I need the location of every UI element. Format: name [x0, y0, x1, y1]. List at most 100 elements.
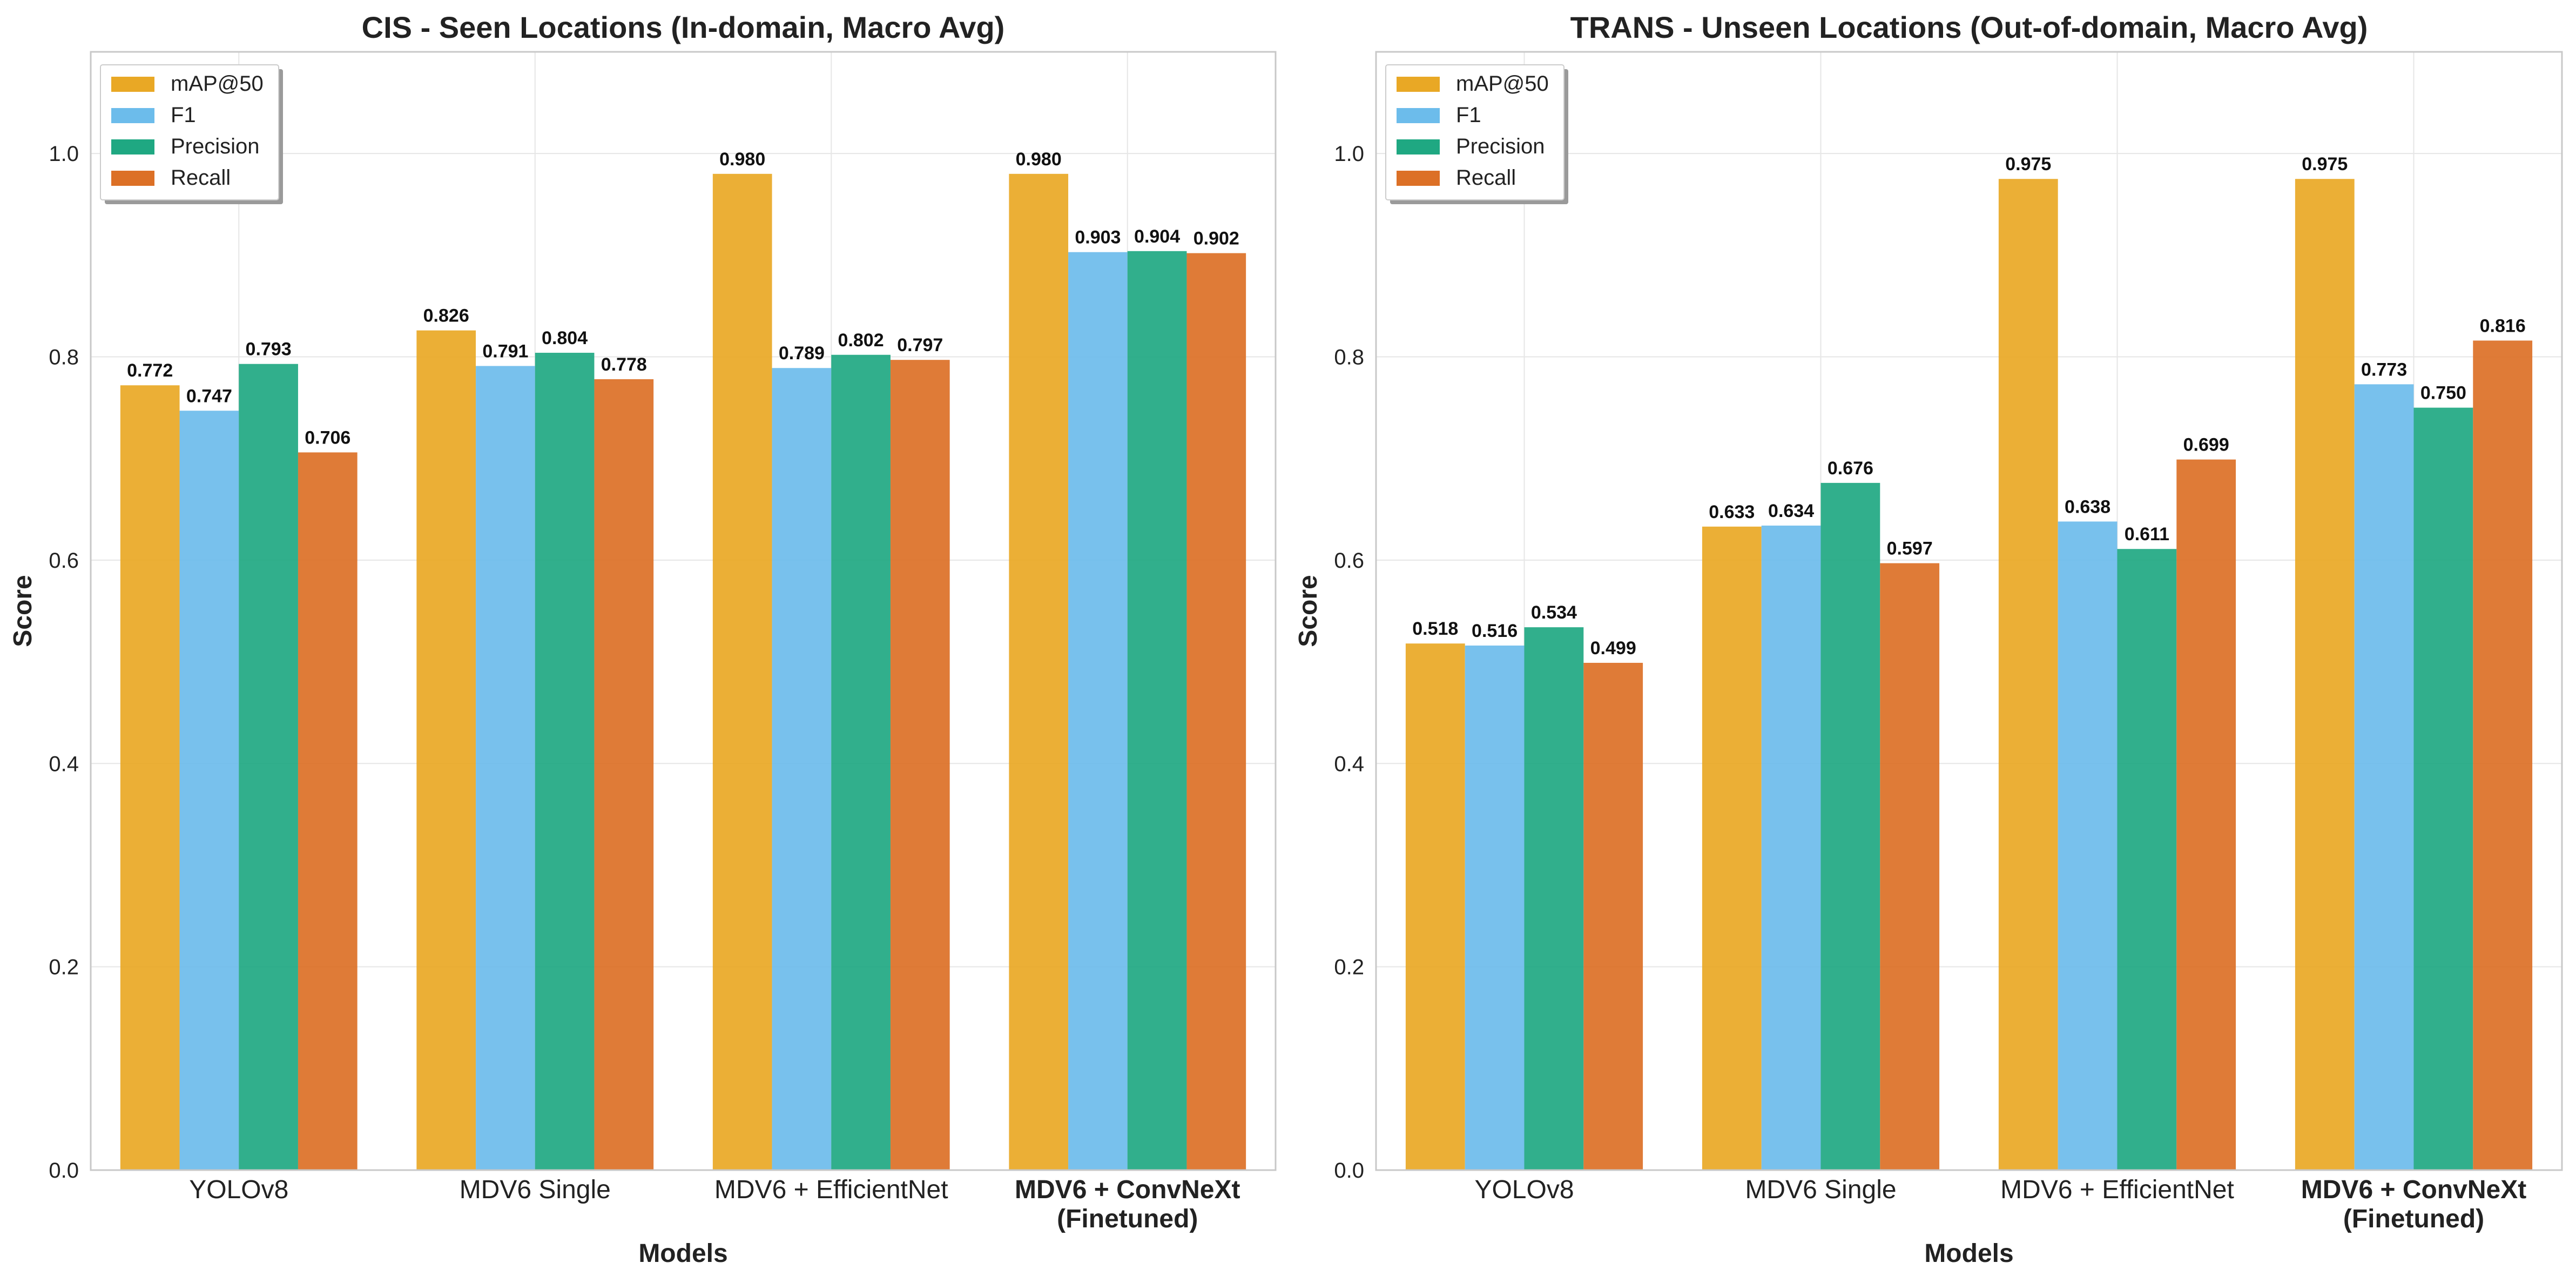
y-tick-label: 0.2 [1334, 956, 1364, 979]
data-label: 0.634 [1768, 501, 1814, 521]
legend-entry: Recall [171, 166, 231, 190]
legend-box [100, 64, 279, 200]
legend-entry: F1 [171, 103, 196, 127]
bar-map-50-1 [416, 330, 476, 1170]
bar-map-50-3 [2295, 179, 2355, 1170]
legend-swatch [111, 108, 154, 123]
bar-recall-0 [1583, 662, 1643, 1170]
data-label: 0.975 [2005, 154, 2051, 174]
y-axis-label: Score [1294, 575, 1323, 647]
y-tick-label: 0.2 [49, 956, 79, 979]
legend-entry: Recall [1456, 166, 1516, 190]
bar-f1-2 [772, 368, 832, 1170]
plot-frame [90, 51, 1277, 1171]
data-label: 0.499 [1590, 638, 1636, 659]
legend-box [1385, 64, 1565, 200]
legend-entry: F1 [1456, 103, 1481, 127]
data-label: 0.750 [2420, 383, 2466, 404]
y-tick-label: 0.8 [49, 346, 79, 370]
bar-precision-2 [831, 354, 891, 1171]
x-axis-label: Models [1924, 1239, 2013, 1268]
data-label: 0.797 [897, 335, 943, 355]
legend-swatch [1397, 171, 1440, 186]
bar-map-50-2 [1998, 179, 2058, 1170]
bar-recall-3 [2473, 340, 2533, 1171]
bar-recall-2 [890, 360, 950, 1170]
data-label: 0.793 [246, 339, 292, 360]
data-label: 0.772 [127, 360, 173, 381]
plot-frame [1375, 51, 2563, 1171]
data-label: 0.676 [1828, 458, 1873, 479]
legend-entry: Precision [1456, 135, 1545, 158]
legend-swatch [1397, 108, 1440, 123]
data-label: 0.802 [838, 330, 884, 351]
y-tick-label: 0.8 [1334, 346, 1364, 370]
x-tick-label: YOLOv8 [1474, 1175, 1574, 1204]
data-label: 0.699 [2183, 435, 2229, 455]
chart-title: CIS - Seen Locations (In-domain, Macro A… [362, 10, 1005, 44]
data-label: 0.789 [779, 343, 825, 364]
y-tick-label: 1.0 [49, 142, 79, 166]
data-label: 0.904 [1134, 226, 1180, 247]
bar-map-50-0 [1405, 643, 1465, 1170]
data-label: 0.633 [1709, 502, 1755, 522]
data-label: 0.516 [1472, 621, 1518, 641]
y-tick-label: 1.0 [1334, 142, 1364, 166]
bar-recall-1 [594, 379, 654, 1170]
bar-recall-2 [2176, 459, 2236, 1170]
bar-recall-0 [298, 452, 358, 1171]
data-label: 0.980 [719, 149, 765, 170]
bar-f1-3 [1068, 252, 1128, 1171]
legend-entry: mAP@50 [1456, 72, 1549, 96]
data-label: 0.816 [2480, 315, 2526, 336]
bar-map-50-2 [712, 173, 772, 1171]
data-label: 0.826 [423, 306, 469, 326]
data-label: 0.975 [2302, 154, 2348, 174]
data-label: 0.638 [2065, 496, 2110, 517]
bar-precision-1 [1820, 482, 1880, 1171]
legend-swatch [1397, 77, 1440, 92]
x-tick-label: MDV6 Single [1745, 1175, 1896, 1204]
legend-swatch [111, 77, 154, 92]
bar-recall-3 [1186, 253, 1246, 1171]
bar-f1-1 [1761, 525, 1821, 1170]
bar-precision-3 [1127, 251, 1187, 1170]
data-label: 0.902 [1193, 229, 1239, 249]
bar-f1-1 [476, 366, 535, 1170]
x-tick-label: MDV6 + EfficientNet [2000, 1175, 2234, 1204]
bar-map-50-0 [120, 385, 180, 1171]
x-tick-label: (Finetuned) [1057, 1205, 1198, 1233]
y-axis-label: Score [9, 575, 37, 647]
y-tick-label: 0.0 [1334, 1159, 1364, 1183]
data-label: 0.534 [1531, 602, 1577, 623]
bar-precision-0 [1524, 627, 1584, 1170]
bar-precision-3 [2413, 407, 2473, 1170]
chart-title: TRANS - Unseen Locations (Out-of-domain,… [1570, 10, 2368, 44]
x-tick-label: (Finetuned) [2343, 1205, 2484, 1233]
bar-map-50-3 [1009, 173, 1069, 1171]
bar-f1-0 [179, 411, 239, 1171]
data-label: 0.747 [186, 386, 232, 406]
legend: mAP@50 F1 Precision Recall [1385, 64, 1568, 204]
legend-entry: Precision [171, 135, 260, 158]
chart-trans-unseen-locations: 0.518 0.633 0.975 0.975 0.516 0.634 0.638 0.773… [1294, 10, 2563, 1268]
bar-precision-2 [2117, 549, 2177, 1170]
x-tick-label: MDV6 Single [460, 1175, 611, 1204]
legend-swatch [1397, 139, 1440, 155]
bar-f1-0 [1465, 645, 1525, 1170]
legend-entry: mAP@50 [171, 72, 264, 96]
data-label: 0.903 [1075, 227, 1121, 248]
x-tick-label: MDV6 + ConvNeXt [1015, 1175, 1240, 1204]
bar-f1-3 [2354, 384, 2414, 1171]
bar-f1-2 [2058, 521, 2118, 1170]
x-tick-label: MDV6 + EfficientNet [714, 1175, 948, 1204]
x-axis-label: Models [638, 1239, 727, 1268]
y-tick-label: 0.4 [1334, 752, 1364, 776]
data-label: 0.980 [1016, 149, 1062, 170]
y-tick-label: 0.4 [49, 752, 79, 776]
x-tick-label: YOLOv8 [189, 1175, 288, 1204]
data-label: 0.804 [542, 328, 588, 348]
data-label: 0.706 [305, 427, 350, 448]
data-label: 0.773 [2361, 359, 2407, 380]
